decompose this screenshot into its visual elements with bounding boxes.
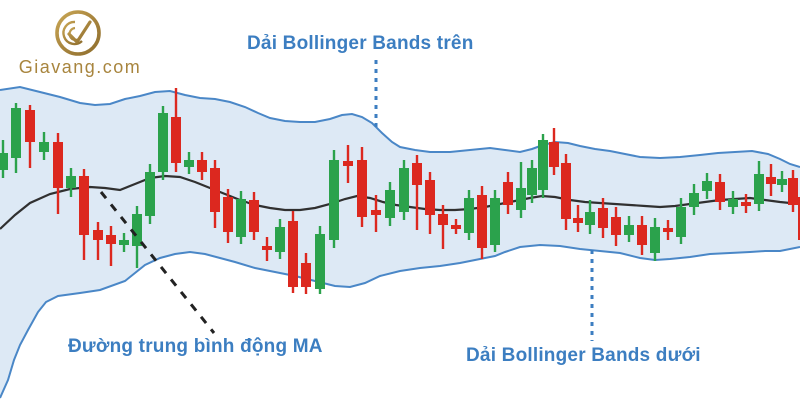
candle-body-down xyxy=(343,161,353,166)
candle-body-down xyxy=(371,210,381,215)
candle-body-up xyxy=(676,207,686,237)
candle-body-down xyxy=(53,142,63,188)
candle-body-up xyxy=(0,153,8,170)
candle-body-down xyxy=(197,160,207,172)
candle-body-down xyxy=(223,197,233,232)
candle-body-up xyxy=(777,179,787,185)
candle-body-up xyxy=(11,108,21,158)
candle-body-down xyxy=(288,221,298,287)
candle-body-up xyxy=(132,214,142,246)
candle-body-down xyxy=(79,176,89,235)
candle-body-down xyxy=(663,228,673,232)
candle-body-down xyxy=(788,178,798,205)
candle-body-up xyxy=(585,212,595,225)
candle-body-up xyxy=(527,168,537,195)
candle-body-up xyxy=(399,168,409,212)
candle-body-up xyxy=(385,190,395,218)
candle-body-up xyxy=(145,172,155,216)
candle-body-down xyxy=(106,235,116,244)
candle-body-down xyxy=(573,218,583,223)
candle-body-down xyxy=(637,225,647,245)
candle-body-up xyxy=(728,199,738,207)
candle-body-down xyxy=(301,263,311,287)
candle-body-down xyxy=(412,163,422,185)
candle-body-down xyxy=(598,208,608,228)
candle-body-up xyxy=(184,160,194,167)
giavang-logo-mark-icon xyxy=(55,10,101,56)
candle-body-up xyxy=(538,140,548,190)
candle-body-up xyxy=(650,227,660,253)
candle-body-up xyxy=(275,227,285,252)
candle-body-down xyxy=(766,177,776,184)
giavang-logo-text: Giavang.com xyxy=(18,57,142,77)
giavang-logo: Giavang.com xyxy=(10,4,150,80)
candle-body-up xyxy=(464,198,474,233)
candle-body-up xyxy=(516,188,526,210)
candle-body-down xyxy=(503,182,513,205)
candle-body-up xyxy=(490,198,500,245)
candle-body-up xyxy=(329,160,339,240)
candle-body-down xyxy=(438,214,448,225)
upper-band-label: Dải Bollinger Bands trên xyxy=(247,33,474,54)
lower-band-label: Dải Bollinger Bands dưới xyxy=(466,345,701,366)
candle-body-down xyxy=(171,117,181,163)
candle-body-up xyxy=(158,113,168,172)
candle-body-down xyxy=(249,200,259,232)
candle-body-down xyxy=(451,225,461,229)
candle-body-up xyxy=(624,225,634,235)
candle-body-up xyxy=(66,176,76,188)
candle-body-up xyxy=(702,181,712,191)
candle-body-down xyxy=(549,142,559,167)
candle-body-down xyxy=(561,163,571,219)
candle-body-down xyxy=(25,110,35,142)
candle-body-down xyxy=(741,202,751,206)
candle-body-up xyxy=(119,240,129,245)
candle-body-up xyxy=(236,199,246,237)
candle-body-down xyxy=(262,246,272,250)
candle-body-down xyxy=(425,180,435,215)
candle-body-down xyxy=(611,217,621,235)
candle-body-down xyxy=(357,160,367,217)
candle-body-down xyxy=(210,168,220,212)
candle-body-down xyxy=(93,230,103,240)
candle-body-down xyxy=(715,182,725,202)
candle-body-down xyxy=(477,195,487,248)
upper-band-line xyxy=(0,85,800,168)
candle-body-up xyxy=(689,193,699,207)
candle-body-down xyxy=(798,197,800,240)
ma-callout-line xyxy=(99,191,216,334)
candle-body-up xyxy=(754,174,764,204)
candle-body-up xyxy=(39,142,49,152)
candle-body-up xyxy=(315,234,325,289)
ma-line-label: Đường trung bình động MA xyxy=(68,336,323,357)
